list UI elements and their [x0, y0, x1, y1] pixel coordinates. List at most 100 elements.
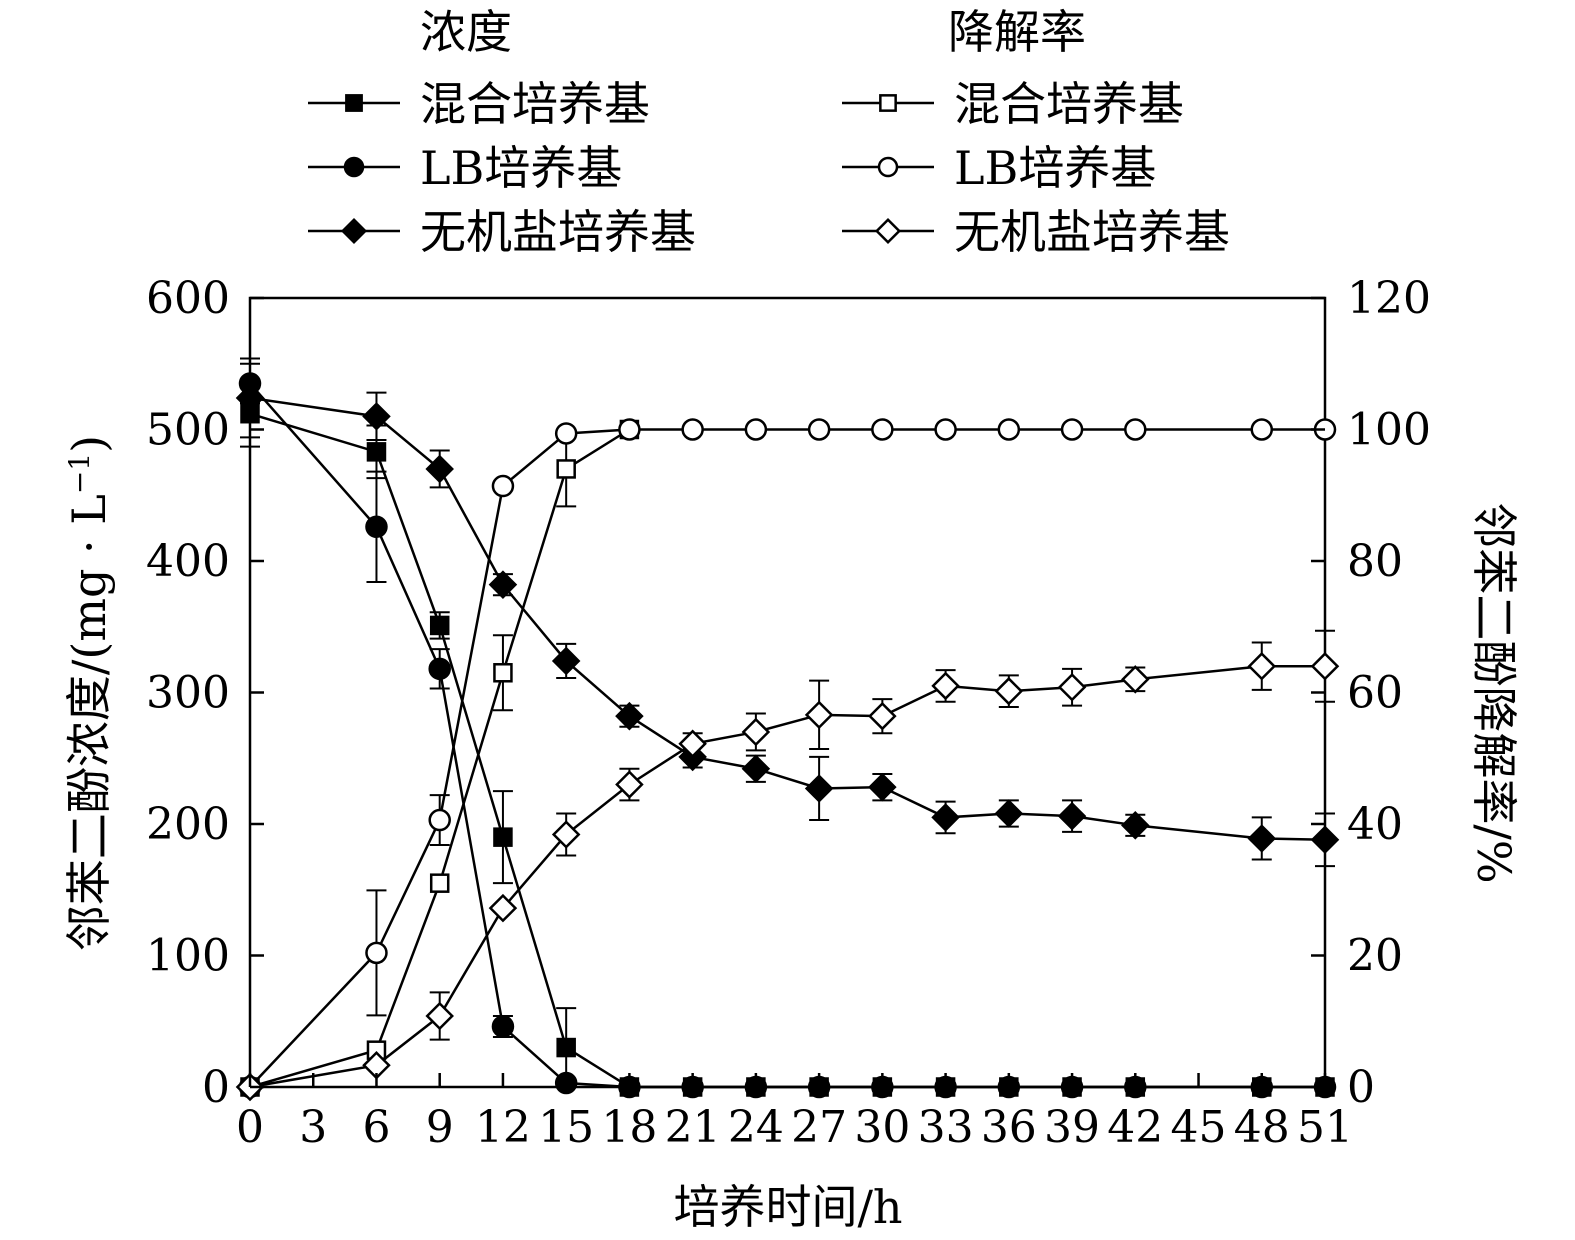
deg_min-point	[1310, 651, 1340, 681]
deg_mixed-line	[249, 428, 631, 1089]
legend-marker-deg_mixed	[879, 94, 897, 112]
deg_min-point	[994, 676, 1024, 706]
legend-title-degradation: 降解率	[948, 5, 1086, 59]
legend-label-deg_lb: LB培养基	[954, 141, 1156, 195]
conc_min-line	[249, 396, 1326, 842]
x-tick-label: 15	[538, 1102, 594, 1153]
legend-label-conc_mixed: 混合培养基	[420, 77, 650, 131]
deg_min-point	[931, 671, 960, 701]
conc_min-point	[804, 774, 834, 803]
y-axis-left-label-sup: −1	[63, 453, 96, 494]
deg_lb-point	[807, 418, 831, 441]
deg_lb-point	[554, 422, 578, 445]
deg_min-point	[1247, 651, 1277, 681]
deg_min-point	[804, 700, 834, 730]
y-left-tick-label: 300	[146, 668, 230, 719]
y-left-tick-label: 500	[146, 405, 230, 456]
conc_mixed-line	[249, 412, 1325, 1089]
x-tick-label: 6	[362, 1102, 390, 1153]
conc_min-point	[362, 402, 391, 431]
deg_mixed-point	[429, 873, 450, 893]
x-tick-label: 27	[791, 1102, 847, 1153]
deg_lb-point	[681, 418, 704, 441]
x-tick-label: 24	[728, 1102, 784, 1153]
x-tick-label: 51	[1297, 1102, 1353, 1153]
deg_min-point	[868, 701, 897, 731]
x-tick-label: 0	[236, 1102, 264, 1153]
x-tick-label: 42	[1107, 1102, 1163, 1153]
y-axis-left-label: 邻苯二酚浓度/(mg · L−1)	[62, 435, 116, 951]
deg_lb-point	[618, 418, 641, 441]
x-tick-label: 12	[475, 1102, 531, 1153]
conc_min-point	[235, 383, 265, 413]
legend-marker-deg_lb	[877, 156, 899, 178]
x-tick-label: 18	[601, 1102, 657, 1153]
y-left-tick-label: 100	[146, 931, 230, 982]
deg_lb-point	[871, 418, 894, 441]
x-tick-label: 45	[1171, 1102, 1227, 1153]
conc_min-point	[1310, 825, 1340, 855]
deg_lb-point	[744, 418, 768, 441]
legend-marker-deg_min	[874, 217, 902, 245]
deg_lb-point	[491, 474, 515, 498]
legend-marker-conc_mixed	[345, 94, 363, 112]
y-right-tick-label: 120	[1347, 273, 1431, 324]
conc_min-point	[1247, 824, 1277, 853]
deg_min-point	[741, 717, 771, 747]
plot-frame	[248, 296, 1327, 1089]
deg_lb-point	[934, 418, 957, 441]
legend-marker-conc_lb	[343, 156, 365, 178]
deg_lb-point	[1060, 418, 1084, 441]
deg_min-point	[551, 820, 581, 849]
x-tick-label: 30	[854, 1102, 910, 1153]
y-left-tick-label: 400	[146, 536, 230, 587]
conc_min-point	[615, 701, 644, 731]
y-axis-left-label-main: 邻苯二酚浓度/(mg · L	[62, 494, 116, 951]
x-tick-label: 48	[1234, 1102, 1290, 1153]
y-left-tick-label: 200	[146, 799, 230, 850]
deg_lb-point	[1250, 418, 1274, 441]
conc_min-point	[1057, 801, 1087, 831]
y-right-tick-label: 80	[1347, 536, 1403, 587]
series-lines	[249, 382, 1326, 1089]
deg_mixed-point	[556, 459, 576, 479]
deg_lb-point	[997, 418, 1021, 441]
deg_lb-point	[1124, 418, 1147, 441]
deg_min-point	[425, 1001, 454, 1031]
legend-marker-conc_min	[340, 217, 368, 245]
x-tick-label: 21	[665, 1102, 721, 1153]
x-axis-label: 培养时间/h	[673, 1180, 902, 1234]
conc_min-point	[1121, 811, 1150, 840]
y-axis-left-label-close: )	[62, 435, 116, 453]
conc_min-point	[488, 570, 518, 599]
x-tick-label: 36	[981, 1102, 1037, 1153]
legend-label-deg_mixed: 混合培养基	[954, 77, 1184, 131]
conc_lb-point	[491, 1015, 515, 1038]
conc_lb-point	[365, 515, 388, 539]
y-left-tick-label: 600	[146, 273, 230, 324]
conc_min-point	[868, 772, 897, 802]
deg_lb-point	[365, 941, 388, 965]
axis-ticks: 0 3 6 9 12 15 18 21 24 27 30 33 36 39 42 45 48 5101002003…	[146, 273, 1431, 1153]
x-tick-label: 33	[918, 1102, 974, 1153]
x-tick-label: 3	[299, 1102, 327, 1153]
deg_min-point	[1121, 665, 1150, 694]
deg_min-point	[488, 893, 518, 923]
conc_min-point	[551, 646, 581, 676]
conc_mixed-point	[429, 615, 450, 636]
y-right-tick-label: 40	[1347, 799, 1403, 850]
deg_min-point	[678, 729, 707, 759]
conc_min-point	[994, 799, 1024, 828]
x-tick-label: 39	[1044, 1102, 1100, 1153]
legend-title-concentration: 浓度	[420, 5, 512, 59]
series-markers	[235, 372, 1340, 1102]
plot-border	[248, 296, 1327, 1089]
conc_mixed-point	[366, 442, 387, 462]
legend-label-deg_min: 无机盐培养基	[954, 205, 1230, 259]
conc_mixed-point	[556, 1037, 576, 1058]
conc_min-point	[741, 754, 771, 784]
deg_min-point	[1057, 672, 1087, 702]
y-right-tick-label: 20	[1347, 931, 1403, 982]
